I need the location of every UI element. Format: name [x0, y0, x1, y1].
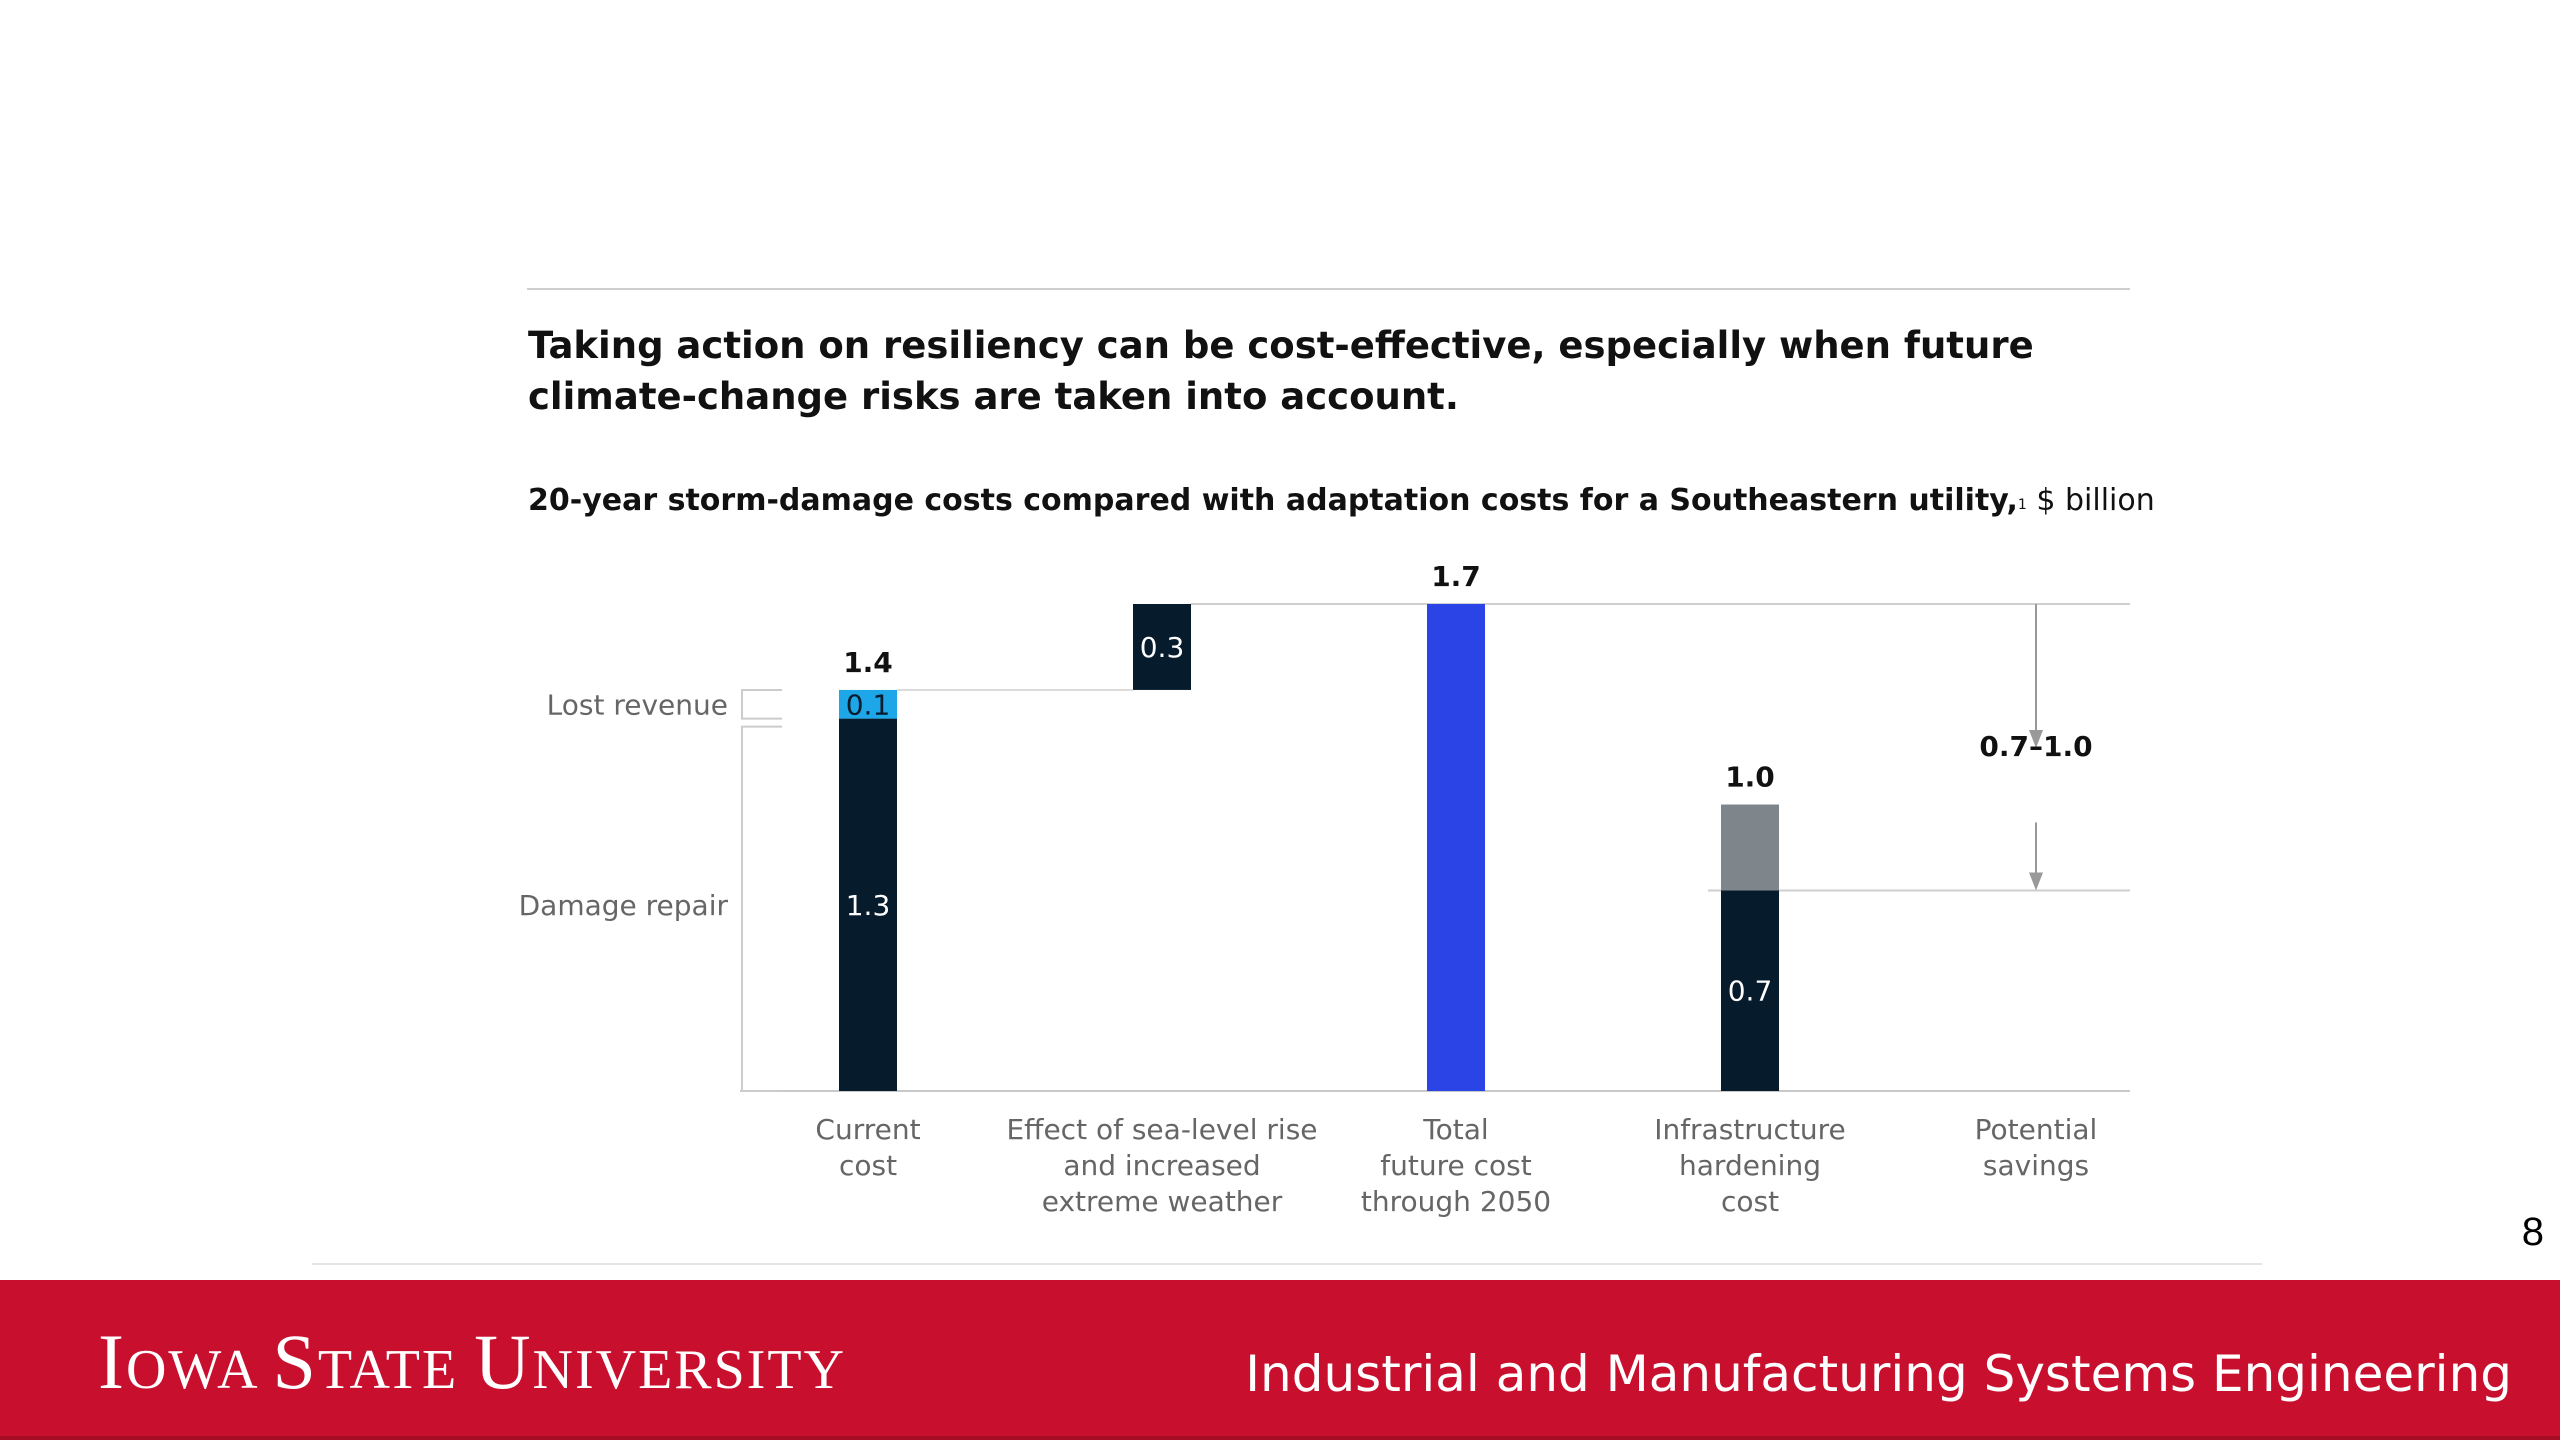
bar-segment — [1721, 804, 1779, 891]
damage-repair-bracket — [741, 725, 782, 1092]
segment-value-label: 1.3 — [846, 889, 891, 922]
savings-arrow-head-icon — [2029, 872, 2043, 891]
top-divider — [527, 288, 2130, 290]
savings-arrow-head-icon — [2029, 730, 2043, 748]
total-value-label: 1.4 — [843, 646, 893, 679]
category-label: Infrastructure — [1654, 1113, 1846, 1146]
category-label: Potential — [1975, 1113, 2098, 1146]
bar-segment — [839, 718, 897, 1091]
segment-value-label: 0.1 — [846, 688, 891, 721]
side-label-damage-repair: Damage repair — [519, 889, 729, 922]
savings-range-label: 0.7–1.0 — [1979, 730, 2092, 763]
category-label: and increased — [1063, 1149, 1260, 1182]
bar-segment — [839, 689, 897, 719]
bar-segment — [1721, 890, 1779, 1091]
chart-subtitle: 20-year storm-damage costs compared with… — [528, 480, 2155, 522]
category-label: future cost — [1380, 1149, 1531, 1182]
footer-bar: IOWA STATE UNIVERSITY Industrial and Man… — [0, 1280, 2560, 1440]
iowa-state-logo: IOWA STATE UNIVERSITY — [98, 1318, 847, 1405]
bar-segment — [1427, 604, 1485, 1091]
category-label: extreme weather — [1042, 1185, 1283, 1218]
segment-value-label: 0.7 — [1728, 975, 1773, 1008]
lost-revenue-bracket — [741, 688, 782, 720]
total-value-label: 1.7 — [1431, 560, 1481, 593]
category-label: through 2050 — [1361, 1185, 1551, 1218]
category-label: hardening — [1679, 1149, 1821, 1182]
footer-edge — [0, 1436, 2560, 1440]
subtitle-main: 20-year storm-damage costs compared with… — [528, 483, 2018, 518]
category-label: Current — [815, 1113, 920, 1146]
category-label: cost — [839, 1149, 897, 1182]
subtitle-unit: $ billion — [2026, 483, 2155, 518]
category-label: Total — [1422, 1113, 1488, 1146]
chart-title: Taking action on resiliency can be cost-… — [528, 324, 2034, 418]
bottom-divider — [312, 1263, 2262, 1265]
category-label: savings — [1983, 1149, 2089, 1182]
total-value-label: 1.0 — [1725, 761, 1775, 794]
category-label: Effect of sea-level rise — [1006, 1113, 1317, 1146]
department-name: Industrial and Manufacturing Systems Eng… — [1245, 1345, 2512, 1403]
page-number: 8 — [2521, 1210, 2544, 1254]
segment-value-label: 0.3 — [1140, 631, 1185, 664]
subtitle-footnote: 1 — [2017, 497, 2027, 513]
category-label: cost — [1721, 1185, 1779, 1218]
bar-segment — [1133, 604, 1191, 690]
side-label-lost-revenue: Lost revenue — [547, 688, 728, 721]
waterfall-chart: Lost revenue Damage repair 1.3 0.1 0.3 0.7 1.4… — [519, 560, 2130, 1218]
